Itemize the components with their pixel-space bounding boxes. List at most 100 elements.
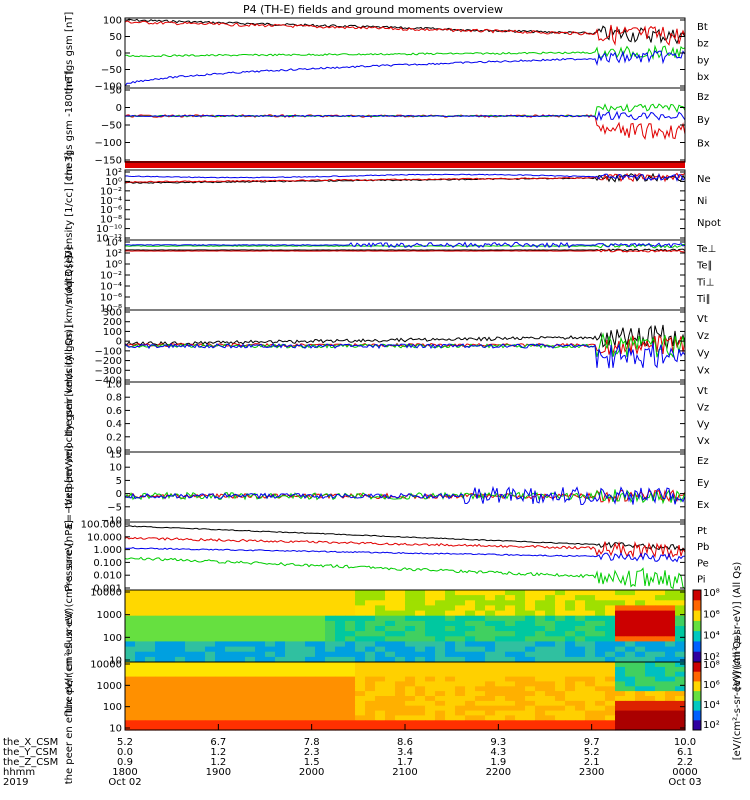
spectrogram-cell	[285, 651, 296, 658]
spectrogram-cell	[145, 671, 156, 678]
spectrogram-cell	[165, 662, 176, 668]
spectrogram-cell	[575, 686, 586, 692]
spectrogram-cell	[445, 636, 456, 642]
spectrogram-cell	[305, 641, 316, 648]
spectrogram-cell	[195, 620, 206, 627]
spectrogram-cell	[335, 705, 346, 712]
panel-frame	[124, 451, 686, 523]
y-tick-label: 50	[109, 32, 122, 43]
spectrogram-cell	[665, 700, 676, 707]
spectrogram-cell	[315, 610, 326, 617]
spectrogram-cell	[235, 651, 246, 658]
spectrogram-cell	[445, 705, 456, 712]
spectrogram-cell	[185, 590, 196, 596]
y-tick-label: −5	[107, 502, 122, 513]
spectrogram-cell	[535, 720, 546, 726]
spectrogram-cell	[655, 725, 666, 731]
spectrogram-cell	[385, 725, 396, 731]
spectrogram-cell	[175, 620, 186, 627]
spectrogram-cell	[175, 636, 186, 642]
spectrogram-cell	[485, 710, 496, 717]
spectrogram-cell	[265, 636, 276, 642]
spectrogram-cell	[345, 700, 356, 707]
x-row-label: 2019	[3, 777, 28, 788]
spectrogram-cell	[125, 700, 136, 707]
spectrogram-cell	[185, 620, 196, 627]
spectrogram-cell	[335, 610, 346, 617]
spectrogram-cell	[655, 691, 666, 697]
spectrogram-cell	[465, 720, 476, 726]
spectrogram-cell	[325, 710, 336, 717]
spectrogram-cell	[415, 710, 426, 717]
spectrogram-cell	[215, 605, 226, 612]
spectrogram-cell	[485, 646, 496, 653]
spectrogram-cell	[235, 676, 246, 683]
spectrogram-cell	[485, 631, 496, 637]
spectrogram-cell	[555, 651, 566, 658]
spectrogram-cell	[595, 725, 606, 731]
y-tick-label: 300	[103, 308, 122, 319]
spectrogram-cell	[385, 620, 396, 627]
spectrogram-cell	[305, 600, 316, 606]
spectrogram-cell	[595, 662, 606, 668]
spectrogram-cell	[275, 696, 286, 702]
spectrogram-cell	[165, 595, 176, 601]
spectrogram-cell	[505, 662, 516, 668]
spectrogram-cell	[345, 646, 356, 653]
spectrogram-cell	[475, 656, 486, 663]
spectrogram-cell	[425, 705, 436, 712]
spectrogram-cell	[125, 720, 136, 726]
spectrogram-cell	[615, 666, 626, 673]
spectrogram-cell	[235, 646, 246, 653]
x-tick-label: 1900	[206, 767, 231, 778]
spectrogram-cell	[225, 615, 236, 622]
spectrogram-cell	[265, 671, 276, 678]
spectrogram-cell	[155, 676, 166, 683]
spectrogram-cell	[135, 686, 146, 692]
spectrogram-cell	[515, 720, 526, 726]
y-tick-label: −100	[95, 138, 122, 149]
x-tick-label: 5.2	[117, 737, 133, 748]
spectrogram-cell	[165, 600, 176, 606]
spectrogram-cell	[495, 662, 506, 668]
spectrogram-cell	[425, 605, 436, 612]
panel-8: 100.00010.0001.0000.1000.0100.001Pressur…	[64, 520, 709, 595]
spectrogram-cell	[475, 696, 486, 702]
spectrogram-cell	[455, 605, 466, 612]
spectrogram-cell	[195, 691, 206, 697]
spectrogram-cell	[485, 666, 496, 673]
spectrogram-cell	[405, 691, 416, 697]
spectrogram-cell	[595, 636, 606, 642]
y-tick-label: 10²	[105, 249, 122, 260]
spectrogram-cell	[485, 720, 496, 726]
spectrogram-cell	[195, 662, 206, 668]
spectrogram-cell	[565, 671, 576, 678]
spectrogram-cell	[635, 691, 646, 697]
spectrogram-cell	[165, 590, 176, 596]
y-tick-label: 15	[109, 450, 122, 461]
spectrogram-cell	[155, 610, 166, 617]
spectrogram-cell	[495, 715, 506, 721]
spectrogram-cell	[675, 681, 686, 687]
spectrogram-cell	[515, 700, 526, 707]
spectrogram-cell	[325, 656, 336, 663]
spectrogram-cell	[465, 651, 476, 658]
y-tick-label: 1.000	[93, 545, 122, 556]
spectrogram-cell	[435, 671, 446, 678]
spectrogram-cell	[325, 681, 336, 687]
spectrogram-cell	[205, 641, 216, 648]
spectrogram-cell	[405, 600, 416, 606]
x-tick-label: 1.7	[397, 757, 413, 768]
spectrogram-cell	[145, 662, 156, 668]
spectrogram-cell	[285, 646, 296, 653]
spectrogram-cell	[545, 715, 556, 721]
spectrogram-cell	[125, 595, 136, 601]
spectrogram-cell	[425, 715, 436, 721]
spectrogram-cell	[245, 646, 256, 653]
spectrogram-cell	[135, 590, 146, 596]
spectrogram-cell	[165, 705, 176, 712]
spectrogram-cell	[505, 636, 516, 642]
x-row-label: the_Y_CSM	[3, 747, 57, 758]
spectrogram-cell	[475, 715, 486, 721]
spectrogram-cell	[135, 700, 146, 707]
